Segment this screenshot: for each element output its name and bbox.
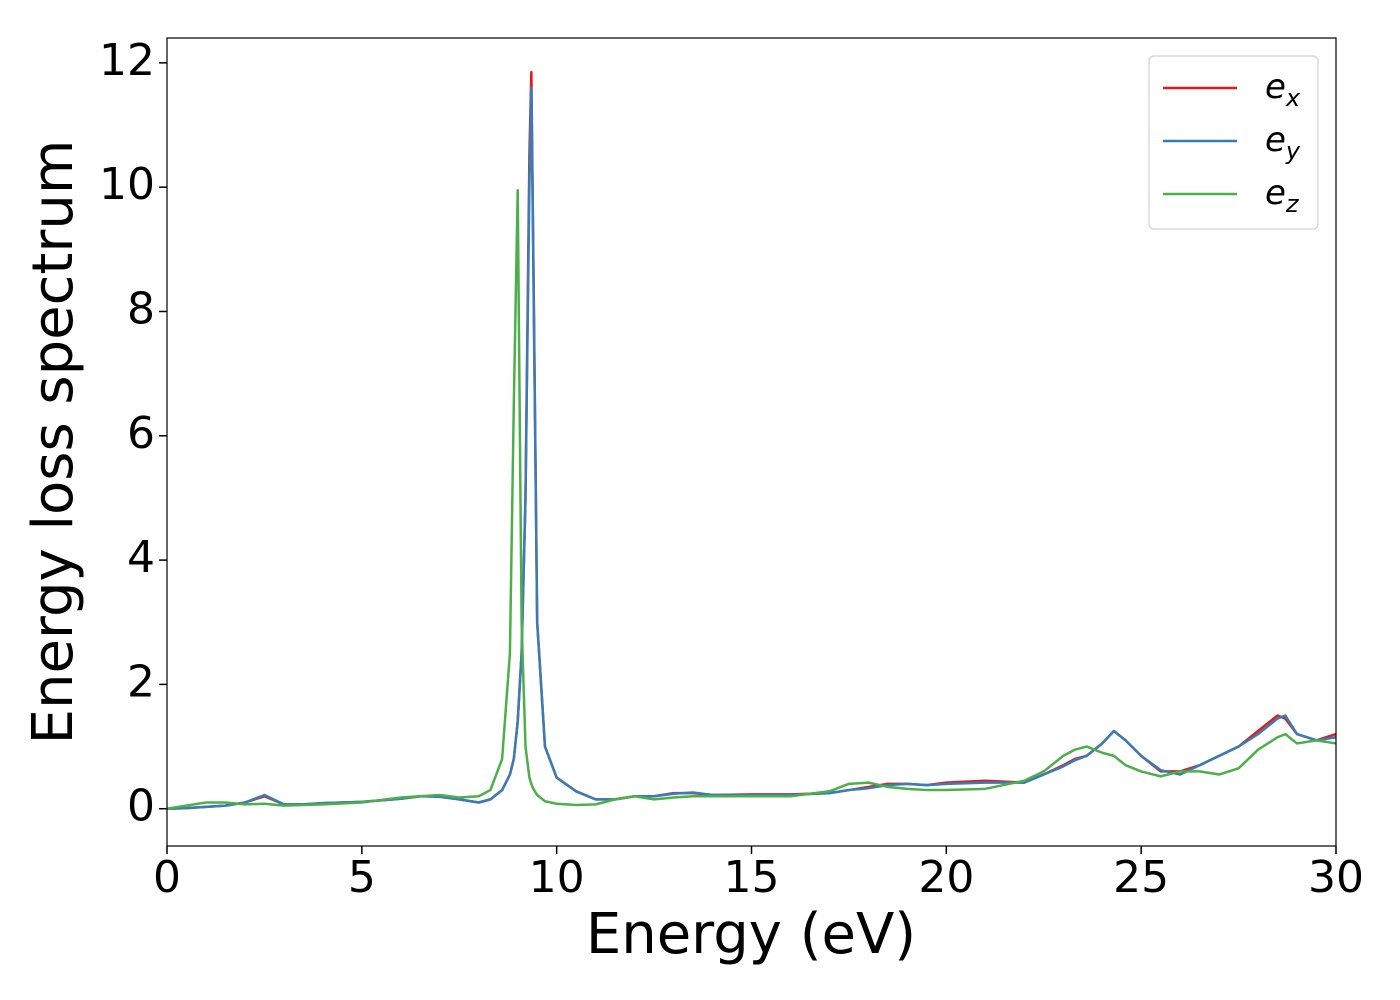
- x-axis-label: Energy (eV): [586, 902, 916, 967]
- x-tick-label: 10: [529, 852, 585, 903]
- y-tick-label: 4: [127, 532, 155, 583]
- series-line: [166, 189, 1337, 810]
- y-axis-label: Energy loss spectrum: [21, 140, 86, 745]
- legend: ex ey ez: [1148, 55, 1319, 230]
- x-tick-label: 30: [1308, 852, 1364, 903]
- y-tick-label: 8: [127, 283, 155, 334]
- x-tick-label: 25: [1113, 852, 1169, 903]
- legend-label: ey: [1265, 120, 1301, 165]
- x-tick-label: 20: [918, 852, 974, 903]
- x-tick-label: 5: [348, 852, 376, 903]
- y-tick-label: 10: [99, 159, 155, 210]
- x-tick-label: 0: [153, 852, 181, 903]
- y-tick-label: 2: [127, 656, 155, 707]
- y-tick-label: 6: [127, 408, 155, 459]
- plot-frame: [166, 37, 1337, 847]
- legend-label: ex: [1265, 67, 1301, 112]
- legend-label: ez: [1265, 173, 1300, 218]
- y-tick-label: 12: [99, 35, 155, 86]
- legend-box: [1148, 55, 1319, 230]
- x-tick-label: 15: [724, 852, 780, 903]
- y-tick-label: 0: [127, 781, 155, 832]
